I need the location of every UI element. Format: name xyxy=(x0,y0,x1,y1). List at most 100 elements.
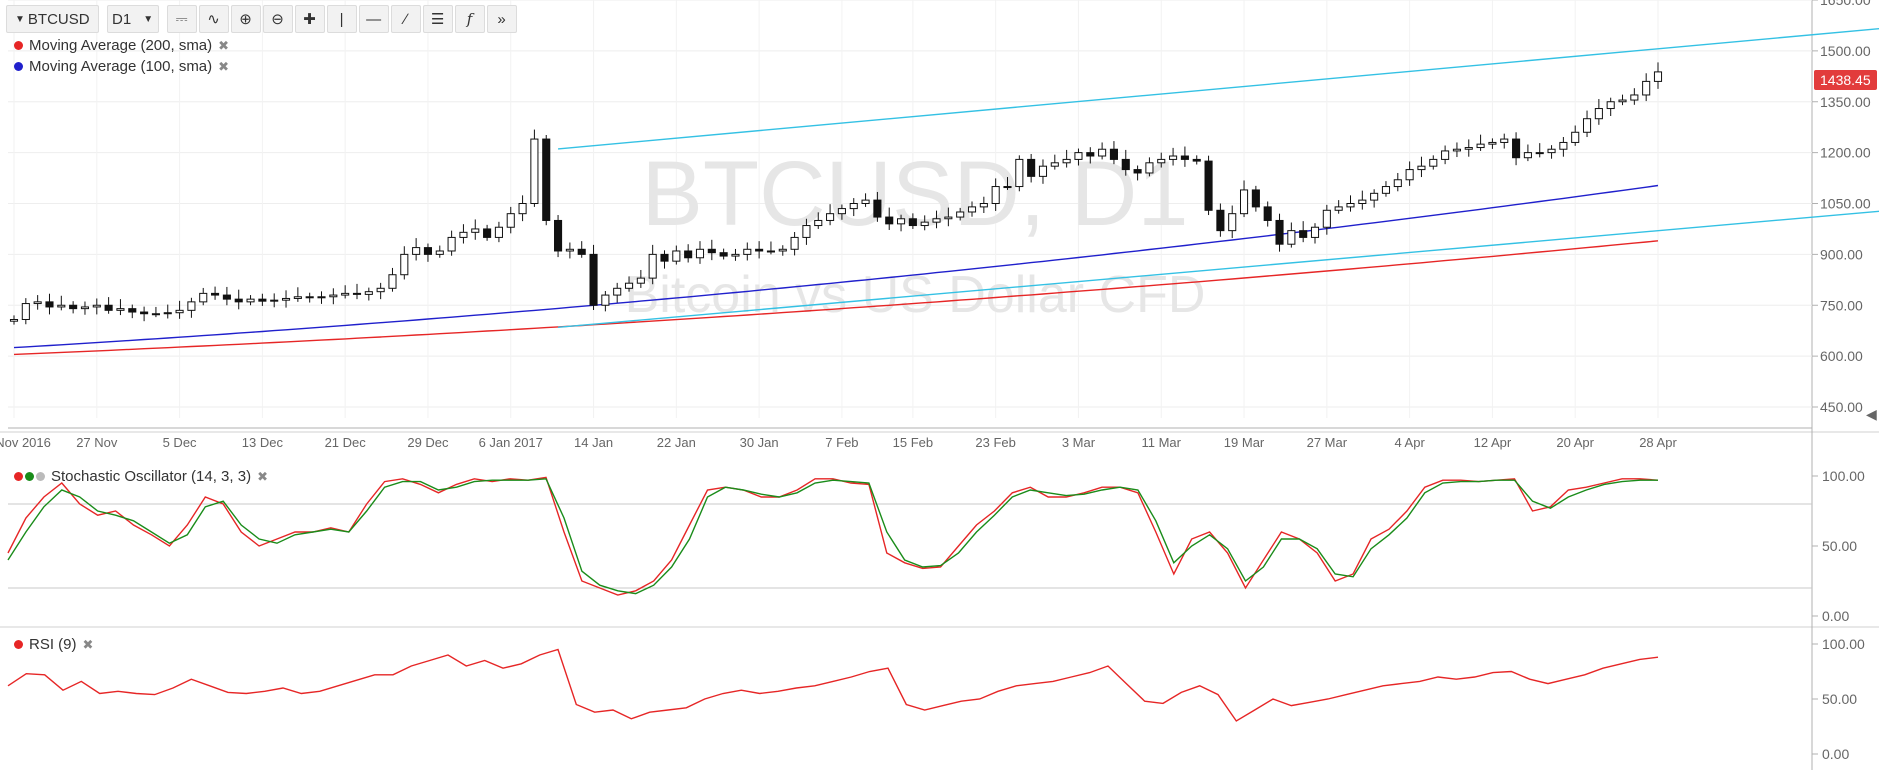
zoom-out-icon[interactable]: ⊖ xyxy=(262,5,293,33)
candle-up xyxy=(1405,169,1414,181)
time-tick-label: 19 Mar xyxy=(1224,435,1265,450)
candle-up xyxy=(1417,165,1426,171)
fib-icon[interactable]: ☰ xyxy=(422,5,453,33)
candle-up xyxy=(897,218,906,225)
candle-down xyxy=(1027,158,1036,177)
candle-up xyxy=(530,138,539,204)
candle-down xyxy=(755,248,764,252)
rsi-tick-label: 0.00 xyxy=(1822,746,1849,762)
time-tick-label: 21 Dec xyxy=(325,435,367,450)
time-tick-label: 22 Jan xyxy=(657,435,696,450)
candle-up xyxy=(1145,162,1154,174)
candle-down xyxy=(554,219,563,252)
candle-up xyxy=(1452,148,1461,152)
legend-ma200-label: Moving Average (200, sma) xyxy=(29,37,213,54)
candle-up xyxy=(672,250,681,262)
candle-up xyxy=(613,287,622,296)
more-icon[interactable]: » xyxy=(486,5,517,33)
candle-up xyxy=(624,282,634,289)
time-tick-label: 13 Dec xyxy=(242,435,284,450)
price-tick-label: 1050.00 xyxy=(1820,196,1871,212)
candle-down xyxy=(1192,158,1201,162)
candle-down xyxy=(483,228,492,238)
time-tick-label: 29 Dec xyxy=(407,435,449,450)
remove-rsi-icon[interactable]: ✖ xyxy=(82,636,94,652)
time-tick-label: 30 Jan xyxy=(740,435,779,450)
formula-icon[interactable]: f xyxy=(454,5,485,33)
candle-up xyxy=(1038,165,1048,177)
candle-up xyxy=(956,211,965,218)
time-tick-label: 11 Mar xyxy=(1142,435,1182,450)
candle-up xyxy=(766,250,775,253)
legend-color-dot xyxy=(14,62,23,71)
candle-up xyxy=(199,292,208,303)
candle-down xyxy=(1109,148,1118,160)
trend-line-icon[interactable]: ∕ xyxy=(390,5,421,33)
remove-stoch-icon[interactable]: ✖ xyxy=(257,468,268,484)
candle-up xyxy=(1393,179,1402,188)
candle-down xyxy=(1133,169,1142,174)
candle-up xyxy=(944,216,953,220)
candle-up xyxy=(1429,158,1438,167)
candle-down xyxy=(45,301,54,308)
candle-up xyxy=(601,294,610,306)
candle-up xyxy=(1334,206,1343,211)
candle-up xyxy=(246,298,255,303)
candle-up xyxy=(1074,152,1083,160)
legend-ma100: Moving Average (100, sma) ✖ xyxy=(14,58,229,75)
candle-up xyxy=(1003,186,1012,189)
candle-up xyxy=(1098,148,1107,157)
watermark-subtitle: Bitcoin vs US Dollar CFD xyxy=(625,266,1206,324)
remove-ma200-icon[interactable]: ✖ xyxy=(218,37,230,53)
price-tick-label: 1650.00 xyxy=(1820,0,1871,8)
candle-down xyxy=(69,304,78,310)
remove-ma100-icon[interactable]: ✖ xyxy=(218,58,230,74)
candle-down xyxy=(1299,230,1308,238)
candle-up xyxy=(92,304,101,308)
candle-up xyxy=(814,219,823,227)
candle-up xyxy=(849,203,858,210)
candle-down xyxy=(589,253,598,306)
vertical-line-icon[interactable]: | xyxy=(326,5,357,33)
candle-up xyxy=(1523,152,1532,159)
scroll-right-icon[interactable]: ◀ xyxy=(1866,406,1877,422)
candles-icon[interactable]: ⎓ xyxy=(166,5,197,33)
legend-rsi-label: RSI (9) xyxy=(29,636,77,653)
time-tick-label: 15 Feb xyxy=(893,435,933,450)
candle-down xyxy=(707,248,716,254)
time-tick-label: 7 Feb xyxy=(825,435,858,450)
candle-up xyxy=(1169,155,1178,160)
time-tick-label: 20 Apr xyxy=(1556,435,1594,450)
price-tick-label: 1200.00 xyxy=(1820,145,1871,161)
horizontal-line-icon[interactable]: — xyxy=(358,5,389,33)
crosshair-icon[interactable]: ✚ xyxy=(294,5,325,33)
zoom-in-icon[interactable]: ⊕ xyxy=(230,5,261,33)
stoch-tick-label: 100.00 xyxy=(1822,468,1865,484)
candle-up xyxy=(1606,101,1615,110)
indicators-icon[interactable]: ∿ xyxy=(198,5,229,33)
time-tick-label: 3 Mar xyxy=(1062,435,1096,450)
price-tick-label: 1500.00 xyxy=(1820,43,1871,59)
candle-down xyxy=(1216,209,1225,232)
candle-down xyxy=(660,253,669,262)
last-price-tag: 1438.45 xyxy=(1814,70,1877,90)
candle-up xyxy=(1381,186,1391,194)
candle-up xyxy=(412,247,421,255)
candle-down xyxy=(908,218,917,227)
channel-line xyxy=(557,27,1879,150)
interval-dropdown[interactable]: D1 ▼ xyxy=(106,5,159,33)
legend-stoch-label: Stochastic Oscillator (14, 3, 3) xyxy=(51,468,252,485)
candle-up xyxy=(1559,141,1568,150)
stoch-tick-label: 0.00 xyxy=(1822,608,1849,624)
legend-color-dot xyxy=(25,472,34,481)
candle-down xyxy=(1121,158,1130,171)
candle-up xyxy=(790,236,799,250)
ma100-line xyxy=(13,184,1659,349)
candle-up xyxy=(1488,141,1497,145)
candle-down xyxy=(128,308,137,313)
candle-up xyxy=(967,206,977,213)
symbol-selector-button[interactable]: ▼ BTCUSD xyxy=(6,5,99,33)
candle-down xyxy=(719,252,728,257)
candle-up xyxy=(1464,147,1473,150)
